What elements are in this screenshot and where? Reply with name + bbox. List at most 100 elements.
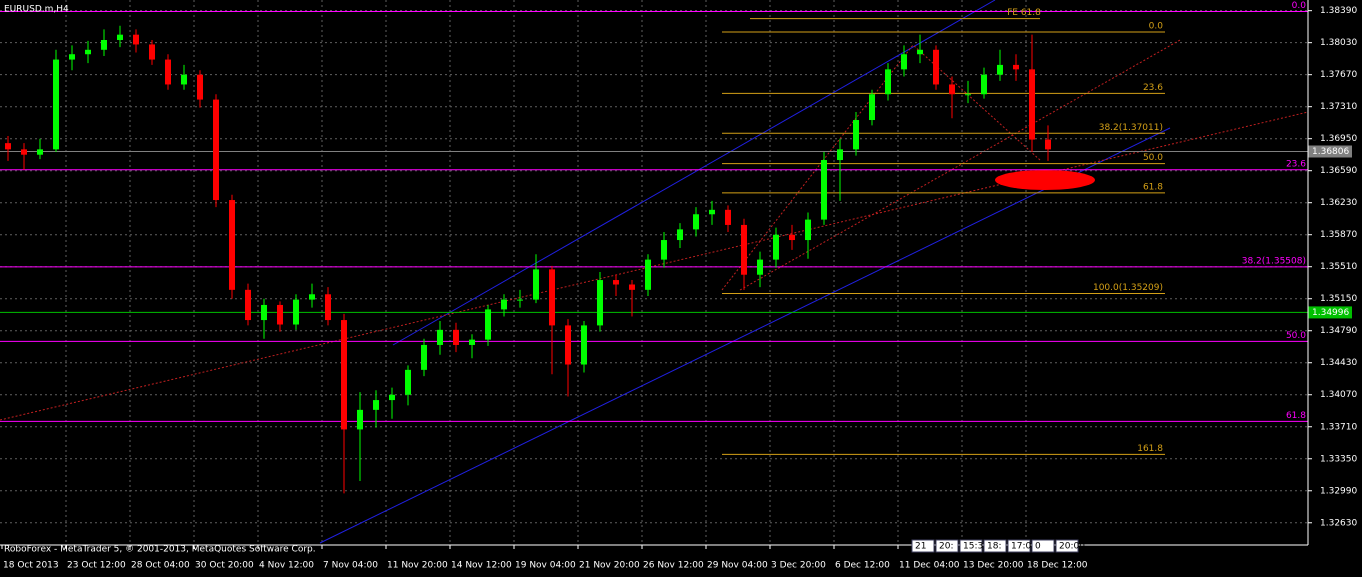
toolbar-box[interactable] [935, 539, 959, 553]
candle-body [341, 320, 347, 430]
candle-body [85, 49, 91, 55]
candle-body [405, 369, 411, 395]
candle-body [837, 149, 843, 161]
candle-body [261, 304, 267, 321]
candle-body [517, 299, 523, 301]
y-tick-label: 1.35870 [1320, 230, 1357, 240]
price-box [1308, 145, 1352, 158]
x-tick-label: 7 Nov 04:00 [323, 561, 378, 571]
fibo-label: 38.2(1.37011) [1099, 123, 1163, 133]
toolbar-box[interactable] [911, 539, 935, 553]
price-label: 1.36806 [1312, 147, 1349, 157]
fe-label: FE 61.8 [1007, 8, 1041, 18]
candle-body [309, 294, 315, 300]
toolbar-box[interactable] [1031, 539, 1055, 553]
x-tick-label: 23 Oct 12:00 [67, 561, 126, 571]
y-tick-label: 1.38030 [1320, 38, 1357, 48]
toolbar-label: 17:0 [1011, 542, 1031, 552]
toolbar-box[interactable] [1007, 539, 1031, 553]
x-tick-label: 11 Nov 20:00 [387, 561, 448, 571]
candle-body [245, 289, 251, 321]
candle-body [725, 209, 731, 225]
candle-body [581, 325, 587, 365]
x-tick-label: 18 Oct 2013 [3, 561, 59, 571]
y-tick-label: 1.35510 [1320, 262, 1357, 272]
y-tick-label: 1.37310 [1320, 102, 1357, 112]
y-tick-label: 1.34070 [1320, 390, 1357, 400]
fibo-label: 0.0 [1149, 22, 1164, 32]
candle-body [117, 34, 123, 41]
x-tick-label: 18 Dec 12:00 [1027, 561, 1088, 571]
candle-body [357, 409, 363, 430]
candle-body [165, 59, 171, 85]
price-label: 1.34996 [1312, 308, 1349, 318]
grid [0, 0, 1308, 545]
candle-body [693, 214, 699, 230]
price-box [1308, 306, 1352, 319]
candle-body [5, 143, 11, 150]
y-tick-label: 1.34790 [1320, 326, 1357, 336]
candle-body [325, 294, 331, 321]
candle-body [933, 49, 939, 85]
candle-body [533, 269, 539, 300]
candle-body [277, 304, 283, 325]
fib-label: 0.0 [1292, 1, 1307, 11]
candle-body [741, 224, 747, 275]
toolbar-label: 18: [987, 542, 1001, 552]
x-tick-label: 26 Nov 12:00 [643, 561, 704, 571]
candle-body [917, 49, 923, 55]
toolbar-box[interactable] [959, 539, 983, 553]
highlight-ellipse [995, 170, 1095, 190]
candle-body [821, 160, 827, 220]
fibo-label: 50.0 [1143, 153, 1163, 163]
y-tick-label: 1.37670 [1320, 70, 1357, 80]
candle-body [149, 44, 155, 60]
drawing-objects [0, 0, 1309, 544]
candle-body [229, 200, 235, 290]
candle-body [613, 280, 619, 285]
candle-body [181, 74, 187, 85]
candle-body [997, 64, 1003, 75]
toolbar-box[interactable] [1055, 539, 1079, 553]
x-tick-label: 13 Dec 20:00 [963, 561, 1024, 571]
candle-body [485, 309, 491, 340]
y-tick-label: 1.34430 [1320, 358, 1357, 368]
candle-body [1013, 64, 1019, 70]
x-tick-label: 3 Dec 20:00 [771, 561, 826, 571]
candle-body [901, 54, 907, 70]
toolbar-box[interactable] [983, 539, 1007, 553]
x-tick-label: 4 Nov 12:00 [259, 561, 314, 571]
fib-label: 61.8 [1286, 411, 1306, 421]
y-tick-label: 1.32630 [1320, 518, 1357, 528]
candle-body [805, 219, 811, 241]
x-tick-label: 21 Nov 20:00 [579, 561, 640, 571]
candle-body [629, 284, 635, 290]
candle-body [949, 84, 955, 95]
trend-line [739, 39, 1181, 291]
candle-body [869, 94, 875, 121]
candle-body [501, 299, 507, 310]
fibo-label: 61.8 [1143, 182, 1163, 192]
x-tick-label: 19 Nov 04:00 [515, 561, 576, 571]
candle-body [389, 394, 395, 401]
x-tick-label: 6 Dec 12:00 [835, 561, 890, 571]
x-tick-label: 11 Dec 04:00 [899, 561, 960, 571]
candles [5, 25, 1051, 494]
candle-body [213, 99, 219, 201]
y-tick-label: 1.36590 [1320, 166, 1357, 176]
candle-body [645, 259, 651, 290]
chart-title: EURUSD.m,H4 [4, 5, 69, 15]
candle-body [773, 234, 779, 260]
candle-body [965, 94, 971, 96]
candle-body [197, 74, 203, 100]
x-tick-label: 14 Nov 12:00 [451, 561, 512, 571]
fibo-label: 100.0(1.35209) [1093, 283, 1163, 293]
x-tick-label: 29 Nov 04:00 [707, 561, 768, 571]
y-tick-label: 1.32990 [1320, 486, 1357, 496]
candle-body [789, 234, 795, 241]
candle-body [677, 229, 683, 241]
toolbar-label: 0 [1035, 542, 1041, 552]
candle-body [421, 344, 427, 370]
